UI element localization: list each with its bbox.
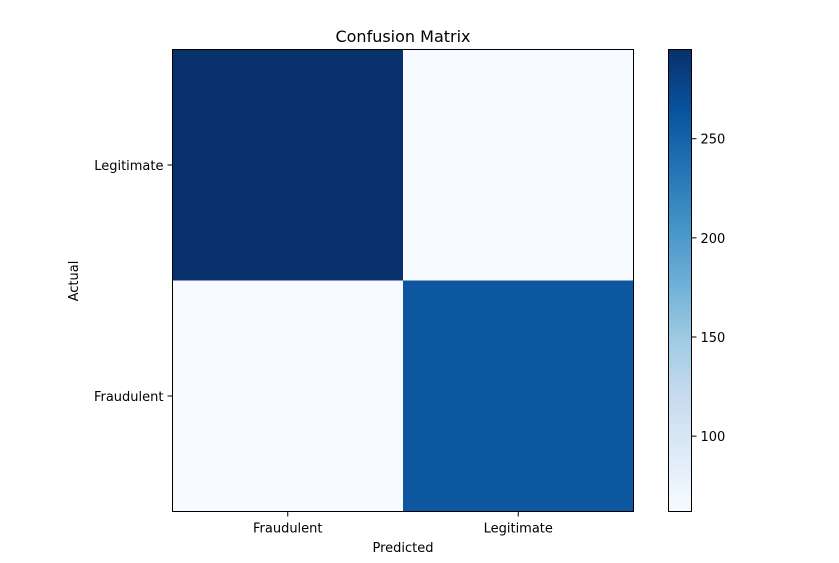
colorbar-tick-label: 100 [701, 430, 726, 445]
x-tick-label: Fraudulent [253, 522, 323, 537]
heatmap-cell [403, 49, 634, 281]
x-axis-ticks: Fraudulent Legitimate [253, 511, 553, 537]
colorbar [668, 49, 692, 512]
y-tick-label: Fraudulent [94, 390, 164, 405]
heatmap-cells [172, 49, 634, 512]
y-axis-label: Actual [67, 261, 82, 302]
heatmap-cell [172, 280, 403, 512]
heatmap-cell [403, 280, 634, 512]
heatmap-cell [172, 49, 403, 281]
colorbar-tick-label: 150 [701, 331, 726, 346]
y-axis-ticks: Legitimate Fraudulent [94, 159, 173, 405]
x-axis-label: Predicted [372, 541, 433, 556]
y-tick-label: Legitimate [94, 159, 163, 174]
x-tick-label: Legitimate [484, 522, 553, 537]
colorbar-tick-label: 200 [701, 232, 726, 247]
colorbar-tick-label: 250 [701, 133, 726, 148]
chart-title: Confusion Matrix [335, 27, 470, 46]
colorbar-ticks: 100 150 200 250 [691, 133, 726, 445]
plot-frame [172, 49, 634, 512]
